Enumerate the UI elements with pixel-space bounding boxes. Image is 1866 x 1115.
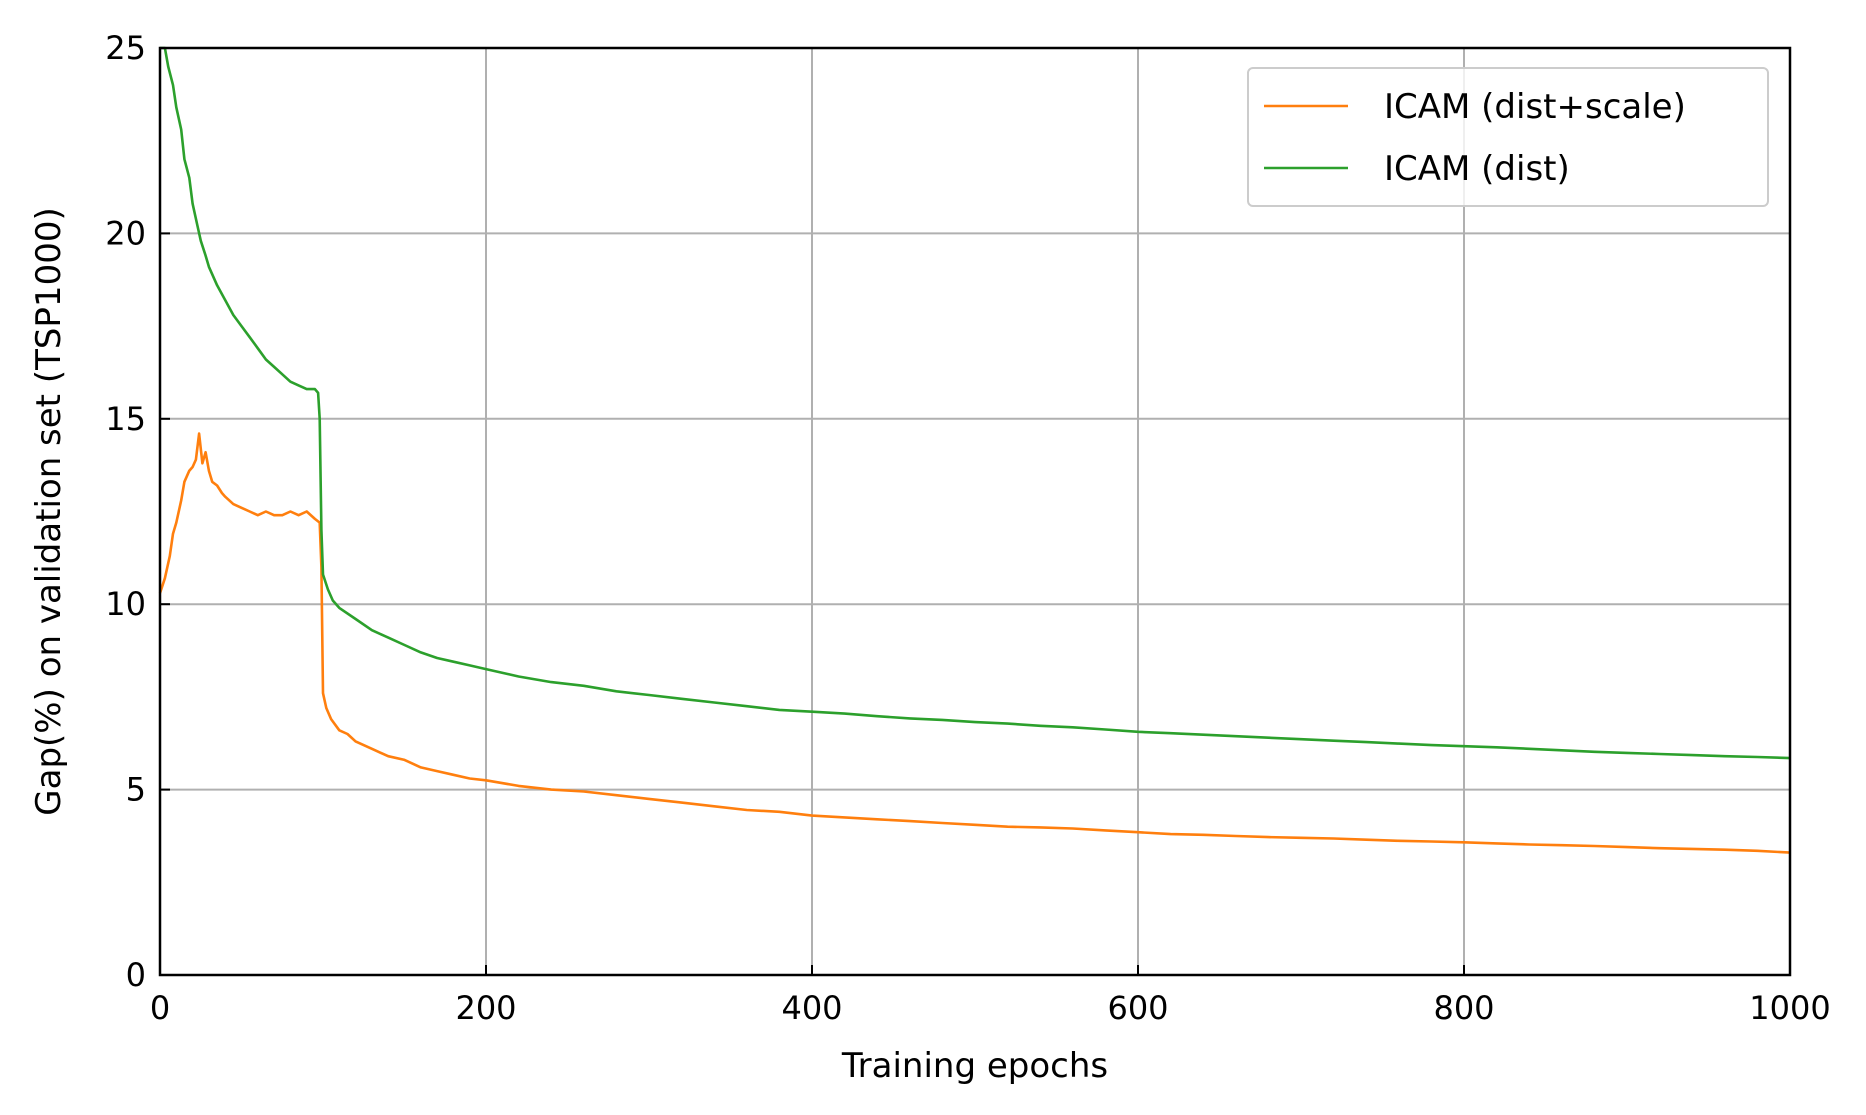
x-tick-label: 600 [1107,989,1168,1027]
axis-ticks: 0 200 400 600 800 1000 0 5 10 15 20 25 [105,29,1830,1027]
y-tick-label: 20 [105,214,146,252]
x-tick-label: 400 [781,989,842,1027]
legend-box [1247,67,1769,207]
x-tick-label: 800 [1433,989,1494,1027]
x-tick-label: 200 [455,989,516,1027]
x-axis-label: Training epochs [841,1046,1108,1086]
legend: ICAM (dist+scale) ICAM (dist) [1247,67,1769,207]
y-tick-label: 0 [126,956,146,994]
x-tick-label: 1000 [1749,989,1830,1027]
x-tick-label: 0 [150,989,170,1027]
plot-frame [158,46,1792,977]
legend-label-icam-dist: ICAM (dist) [1384,149,1570,189]
series-line-icam-dist [160,46,1791,760]
y-tick-label: 25 [105,29,146,67]
series-line-icam-dist-scale [158,432,1791,854]
legend-label-icam-dist-scale: ICAM (dist+scale) [1384,87,1686,127]
y-tick-label: 10 [105,585,146,623]
y-axis-label: Gap(%) on validation set (TSP1000) [29,207,69,815]
y-tick-label: 5 [126,771,146,809]
y-tick-label: 15 [105,400,146,438]
series-lines [158,46,1791,854]
